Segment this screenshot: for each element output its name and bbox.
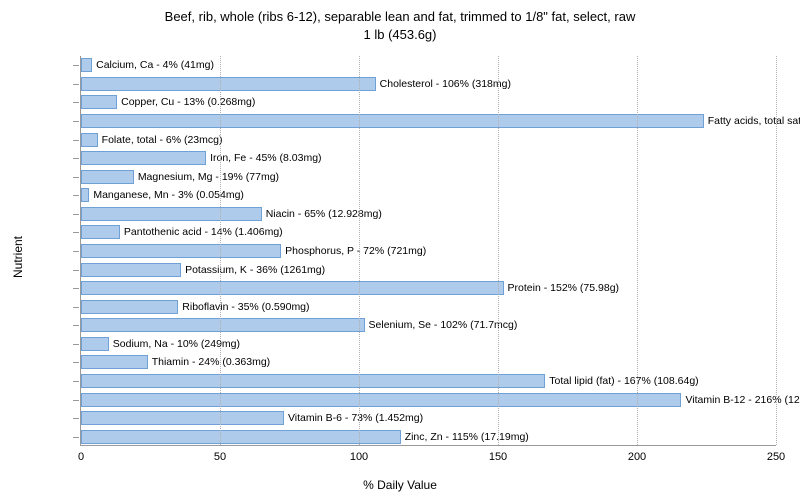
gridline — [359, 56, 360, 445]
nutrient-bar-label: Fatty acids, total saturated - 224% (44.… — [708, 115, 800, 127]
nutrient-bar-label: Folate, total - 6% (23mcg) — [102, 134, 223, 146]
nutrient-bar — [81, 393, 681, 407]
y-tick — [73, 307, 79, 308]
nutrient-bar — [81, 77, 376, 91]
nutrient-bar — [81, 58, 92, 72]
bars-container: Calcium, Ca - 4% (41mg) Cholesterol - 106… — [81, 56, 776, 445]
nutrient-bar-label: Calcium, Ca - 4% (41mg) — [96, 59, 214, 71]
nutrient-bar — [81, 411, 284, 425]
nutrient-bar-label: Niacin - 65% (12.928mg) — [266, 208, 382, 220]
x-tick-label: 250 — [767, 451, 785, 463]
nutrient-bar — [81, 355, 148, 369]
nutrient-bar-label: Cholesterol - 106% (318mg) — [380, 78, 511, 90]
nutrient-bar-label: Copper, Cu - 13% (0.268mg) — [121, 96, 255, 108]
y-tick — [73, 102, 79, 103]
y-tick — [73, 325, 79, 326]
x-tick-label: 200 — [628, 451, 646, 463]
nutrient-bar-label: Pantothenic acid - 14% (1.406mg) — [124, 226, 283, 238]
y-tick — [73, 270, 79, 271]
nutrient-bar — [81, 244, 281, 258]
plot-area: Calcium, Ca - 4% (41mg) Cholesterol - 106… — [80, 56, 776, 446]
x-tick-label: 50 — [214, 451, 226, 463]
chart-title: Beef, rib, whole (ribs 6-12), separable … — [0, 0, 800, 43]
y-axis-label: Nutrient — [11, 236, 25, 278]
nutrient-bar-label: Phosphorus, P - 72% (721mg) — [285, 245, 426, 257]
y-tick — [73, 214, 79, 215]
nutrient-bar — [81, 263, 181, 277]
y-tick — [73, 177, 79, 178]
x-tick-label: 150 — [489, 451, 507, 463]
y-tick — [73, 400, 79, 401]
nutrient-bar — [81, 95, 117, 109]
y-tick — [73, 195, 79, 196]
x-tick-label: 100 — [350, 451, 368, 463]
y-tick — [73, 381, 79, 382]
y-tick — [73, 84, 79, 85]
nutrient-bar-label: Vitamin B-12 - 216% (12.97mcg) — [685, 394, 800, 406]
y-tick — [73, 232, 79, 233]
nutrient-bar — [81, 114, 704, 128]
y-tick — [73, 344, 79, 345]
chart-title-line2: 1 lb (453.6g) — [364, 27, 437, 42]
nutrient-bar-label: Protein - 152% (75.98g) — [508, 282, 619, 294]
nutrient-bar — [81, 133, 98, 147]
nutrient-bar-label: Manganese, Mn - 3% (0.054mg) — [93, 189, 244, 201]
x-tick-label: 0 — [78, 451, 84, 463]
y-tick — [73, 140, 79, 141]
y-tick — [73, 437, 79, 438]
nutrient-bar — [81, 170, 134, 184]
chart-title-line1: Beef, rib, whole (ribs 6-12), separable … — [165, 9, 636, 24]
nutrient-bar — [81, 225, 120, 239]
nutrient-bar — [81, 207, 262, 221]
y-tick — [73, 121, 79, 122]
nutrient-chart: Beef, rib, whole (ribs 6-12), separable … — [0, 0, 800, 500]
nutrient-bar-label: Vitamin B-6 - 73% (1.452mg) — [288, 412, 423, 424]
gridline — [776, 56, 777, 445]
nutrient-bar — [81, 151, 206, 165]
gridline — [220, 56, 221, 445]
nutrient-bar — [81, 281, 504, 295]
y-tick — [73, 251, 79, 252]
nutrient-bar-label: Selenium, Se - 102% (71.7mcg) — [369, 319, 518, 331]
y-tick — [73, 158, 79, 159]
nutrient-bar — [81, 430, 401, 444]
nutrient-bar-label: Thiamin - 24% (0.363mg) — [152, 356, 270, 368]
y-tick — [73, 288, 79, 289]
x-axis-label: % Daily Value — [363, 478, 437, 492]
nutrient-bar-label: Iron, Fe - 45% (8.03mg) — [210, 152, 321, 164]
y-tick — [73, 362, 79, 363]
nutrient-bar-label: Total lipid (fat) - 167% (108.64g) — [549, 375, 698, 387]
nutrient-bar-label: Riboflavin - 35% (0.590mg) — [182, 301, 309, 313]
gridline — [498, 56, 499, 445]
gridline — [637, 56, 638, 445]
nutrient-bar-label: Magnesium, Mg - 19% (77mg) — [138, 171, 279, 183]
nutrient-bar — [81, 300, 178, 314]
y-tick — [73, 65, 79, 66]
nutrient-bar-label: Zinc, Zn - 115% (17.19mg) — [405, 431, 529, 443]
nutrient-bar — [81, 318, 365, 332]
nutrient-bar-label: Potassium, K - 36% (1261mg) — [185, 264, 325, 276]
nutrient-bar — [81, 337, 109, 351]
nutrient-bar — [81, 374, 545, 388]
y-tick — [73, 418, 79, 419]
nutrient-bar — [81, 188, 89, 202]
